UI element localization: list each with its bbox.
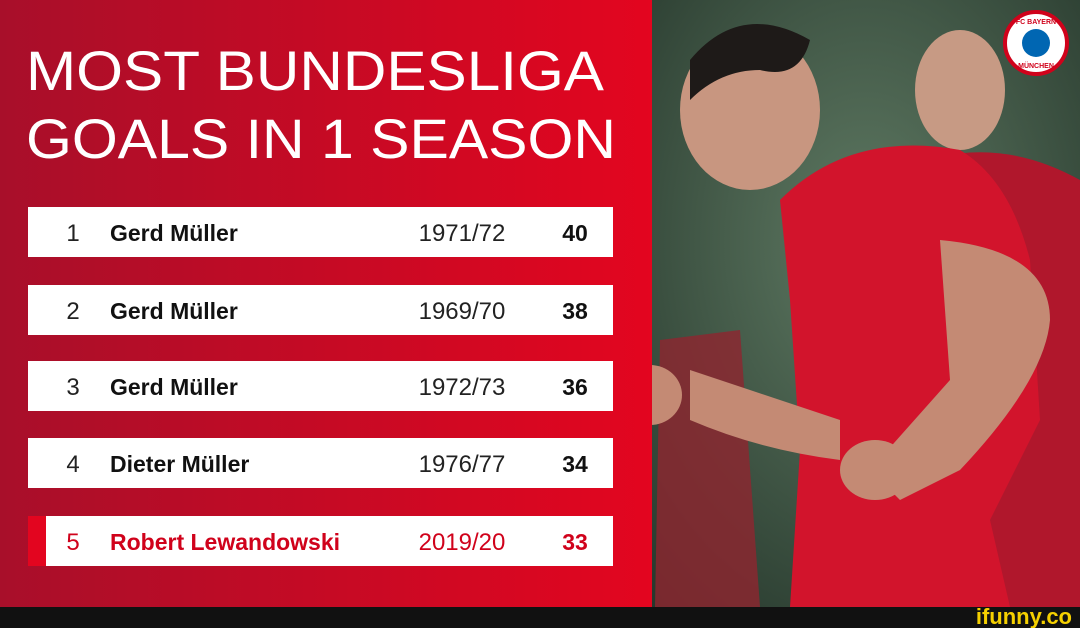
- row: 1 Gerd Müller 1971/72 40: [28, 207, 613, 257]
- player: Robert Lewandowski: [110, 529, 340, 555]
- goals: 33: [562, 529, 588, 555]
- row: 4 Dieter Müller 1976/77 34: [28, 438, 613, 488]
- player: Gerd Müller: [110, 374, 238, 400]
- rank: 5: [66, 529, 79, 556]
- player: Gerd Müller: [110, 220, 238, 246]
- row: 2 Gerd Müller 1969/70 38: [28, 285, 613, 335]
- rank: 3: [66, 374, 79, 401]
- player: Dieter Müller: [110, 451, 249, 477]
- photo: FC BAYERN MÜNCHEN: [618, 0, 1080, 608]
- player: Gerd Müller: [110, 298, 238, 324]
- rank: 4: [66, 451, 79, 478]
- goals: 40: [562, 220, 588, 246]
- logo-text: MÜNCHEN: [1018, 61, 1054, 70]
- rank: 1: [66, 220, 79, 247]
- logo-text: FC BAYERN: [1016, 19, 1056, 26]
- row: 3 Gerd Müller 1972/73 36: [28, 361, 613, 411]
- table: 1 Gerd Müller 1971/72 40 2 Gerd Müller 1…: [28, 207, 613, 566]
- title: MOST BUNDESLIGA: [26, 39, 605, 102]
- watermark: ifunny.co: [976, 604, 1072, 628]
- goals: 36: [562, 374, 588, 400]
- footer-bar: [0, 607, 1080, 628]
- season: 1971/72: [419, 220, 506, 247]
- goals: 38: [562, 298, 588, 324]
- goals: 34: [562, 451, 588, 477]
- season: 1972/73: [419, 374, 506, 401]
- title: GOALS IN 1 SEASON: [26, 107, 616, 170]
- season: 2019/20: [419, 529, 506, 556]
- rank: 2: [66, 298, 79, 325]
- row-highlight: 5 Robert Lewandowski 2019/20 33: [28, 516, 613, 566]
- season: 1976/77: [419, 451, 506, 478]
- season: 1969/70: [419, 298, 506, 325]
